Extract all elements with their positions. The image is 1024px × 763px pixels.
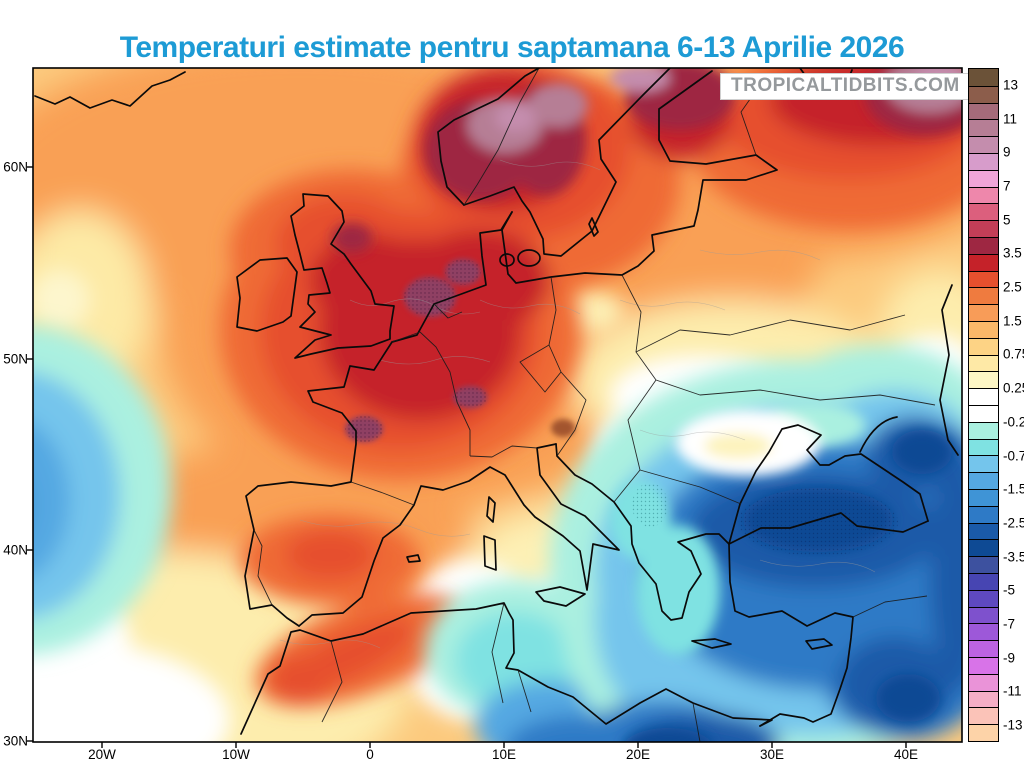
colorbar-segment [969, 556, 998, 573]
colorbar-segment [969, 169, 998, 187]
watermark: TROPICALTIDBITS.COM [720, 73, 971, 100]
colorbar-segment [969, 220, 998, 237]
colorbar-label--0.25: -0.25 [1003, 414, 1024, 430]
colorbar [968, 68, 999, 742]
colorbar-label--5: -5 [1003, 582, 1016, 598]
admin-boundaries [279, 159, 876, 649]
colorbar-label--3.5: -3.5 [1003, 549, 1024, 565]
colorbar-segment [969, 337, 998, 355]
colorbar-segment [969, 690, 998, 708]
colorbar-segment [969, 253, 998, 271]
colorbar-segment [969, 203, 998, 221]
colorbar-segment [969, 354, 998, 372]
colorbar-label-2.5: 2.5 [1003, 279, 1022, 295]
lon-label-20w: 20W [88, 747, 116, 762]
lat-label-60n: 60N [3, 159, 28, 175]
colorbar-segment [969, 405, 998, 422]
colorbar-segment [969, 102, 998, 120]
cold-anomaly-cores [610, 403, 952, 742]
page-title: Temperaturi estimate pentru saptamana 6-… [119, 31, 905, 64]
colorbar-label--13: -13 [1003, 717, 1023, 733]
colorbar-label--7: -7 [1003, 616, 1016, 632]
colorbar-segment [969, 304, 998, 321]
colorbar-label-11: 11 [1003, 111, 1018, 127]
colorbar-segment [969, 153, 998, 170]
colorbar-segment [969, 186, 998, 204]
colorbar-segment [969, 707, 998, 725]
map-frame [32, 67, 963, 743]
lon-label-10w: 10W [222, 747, 250, 762]
colorbar-label-5: 5 [1003, 212, 1011, 228]
colorbar-segment [969, 371, 998, 389]
colorbar-segment [969, 472, 998, 489]
colorbar-segment [969, 489, 998, 506]
colorbar-label--0.75: -0.75 [1003, 448, 1024, 464]
lat-label-30n: 30N [3, 733, 28, 749]
colorbar-segment [969, 85, 998, 103]
lat-label-50n: 50N [3, 351, 28, 367]
colorbar-segment [969, 589, 998, 607]
lon-label-40e: 40E [893, 747, 919, 762]
lon-label-20e: 20E [625, 747, 651, 762]
colorbar-label--11: -11 [1003, 683, 1022, 699]
colorbar-segment [969, 388, 998, 405]
colorbar-segment [969, 438, 998, 456]
lon-label-0: 0 [366, 747, 374, 762]
lat-label-40n: 40N [3, 542, 28, 558]
colorbar-segment [969, 640, 998, 657]
lon-label-10e: 10E [491, 747, 517, 762]
colorbar-label-0.75: 0.75 [1003, 346, 1024, 362]
colorbar-label-9: 9 [1003, 144, 1011, 160]
colorbar-label--2.5: -2.5 [1003, 515, 1024, 531]
colorbar-segment [969, 287, 998, 305]
colorbar-label-0.25: 0.25 [1003, 380, 1024, 396]
colorbar-label-13: 13 [1003, 77, 1019, 93]
colorbar-segment [969, 421, 998, 439]
colorbar-segment [969, 623, 998, 641]
colorbar-segment [969, 522, 998, 540]
colorbar-segment [969, 606, 998, 624]
colorbar-segment [969, 270, 998, 288]
colorbar-segment [969, 657, 998, 674]
colorbar-segment [969, 69, 998, 86]
coastlines [34, 68, 959, 735]
colorbar-segment [969, 136, 998, 153]
colorbar-segment [969, 321, 998, 338]
axis-ticks [27, 166, 907, 748]
colorbar-segment [969, 237, 998, 254]
colorbar-segment [969, 119, 998, 137]
colorbar-segment [969, 505, 998, 523]
colorbar-label--9: -9 [1003, 650, 1016, 666]
colorbar-label-1.5: 1.5 [1003, 313, 1022, 329]
colorbar-label-7: 7 [1003, 178, 1011, 194]
stipple-texture [345, 259, 898, 556]
colorbar-segment [969, 724, 998, 741]
colorbar-segment [969, 455, 998, 473]
colorbar-label-3.5: 3.5 [1003, 245, 1022, 261]
lon-label-30e: 30E [759, 747, 785, 762]
colorbar-label--1.5: -1.5 [1003, 481, 1024, 497]
colorbar-segment [969, 573, 998, 590]
colorbar-segment [969, 673, 998, 691]
colorbar-segment [969, 539, 998, 557]
